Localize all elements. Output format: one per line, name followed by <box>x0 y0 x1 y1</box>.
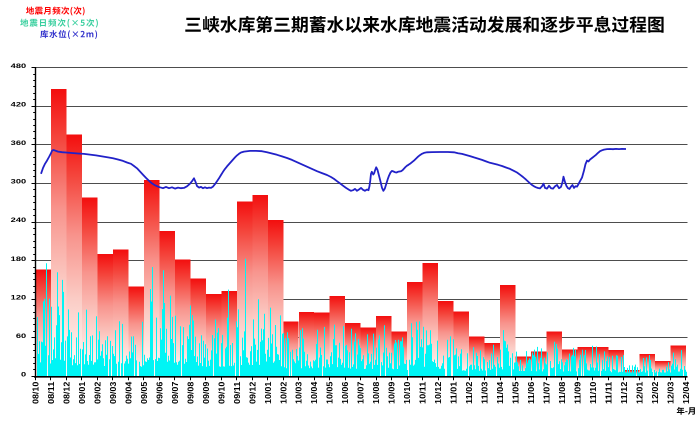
svg-text:09/01: 09/01 <box>78 381 87 404</box>
svg-text:120: 120 <box>11 294 27 301</box>
svg-text:10/04: 10/04 <box>310 381 319 404</box>
svg-text:11/06: 11/06 <box>527 381 536 404</box>
svg-text:10/10: 10/10 <box>403 381 412 404</box>
svg-text:360: 360 <box>11 140 27 147</box>
svg-text:09/07: 09/07 <box>171 381 180 404</box>
svg-text:09/05: 09/05 <box>140 381 149 404</box>
svg-text:09/06: 09/06 <box>155 381 164 404</box>
svg-text:10/11: 10/11 <box>419 381 428 404</box>
svg-text:11/09: 11/09 <box>574 381 583 404</box>
svg-text:11/07: 11/07 <box>543 381 552 404</box>
svg-text:11/10: 11/10 <box>589 381 598 404</box>
svg-text:11/05: 11/05 <box>512 381 521 404</box>
svg-text:10/02: 10/02 <box>279 381 288 404</box>
svg-text:11/08: 11/08 <box>558 381 567 404</box>
svg-text:10/06: 10/06 <box>341 381 350 404</box>
svg-text:09/11: 09/11 <box>233 381 242 404</box>
svg-text:420: 420 <box>11 101 27 108</box>
svg-text:12/01: 12/01 <box>635 381 644 404</box>
svg-text:09/08: 09/08 <box>186 381 195 404</box>
svg-text:11/02: 11/02 <box>465 381 474 404</box>
svg-text:10/08: 10/08 <box>372 381 381 404</box>
svg-text:10/05: 10/05 <box>326 381 335 404</box>
svg-text:480: 480 <box>11 63 27 70</box>
svg-text:09/02: 09/02 <box>93 381 102 404</box>
svg-text:11/01: 11/01 <box>450 381 459 404</box>
svg-text:10/09: 10/09 <box>388 381 397 404</box>
svg-text:12/03: 12/03 <box>666 381 675 404</box>
svg-text:09/04: 09/04 <box>124 381 133 404</box>
svg-text:0: 0 <box>21 372 26 379</box>
svg-text:11/04: 11/04 <box>496 381 505 404</box>
svg-text:11/03: 11/03 <box>481 381 490 404</box>
svg-text:08/10: 08/10 <box>32 381 41 404</box>
svg-text:08/11: 08/11 <box>47 381 56 404</box>
svg-text:09/12: 09/12 <box>248 381 257 404</box>
svg-text:60: 60 <box>16 333 27 340</box>
svg-text:10/07: 10/07 <box>357 381 366 404</box>
svg-text:10/01: 10/01 <box>264 381 273 404</box>
svg-text:08/12: 08/12 <box>63 381 72 404</box>
svg-text:10/03: 10/03 <box>295 381 304 404</box>
svg-text:300: 300 <box>11 179 27 186</box>
svg-text:180: 180 <box>11 256 27 263</box>
svg-text:09/10: 09/10 <box>217 381 226 404</box>
svg-text:09/03: 09/03 <box>109 381 118 404</box>
svg-text:240: 240 <box>11 217 27 224</box>
svg-text:12/04: 12/04 <box>682 381 691 404</box>
svg-text:11/12: 11/12 <box>620 381 629 404</box>
svg-text:11/11: 11/11 <box>604 381 613 404</box>
svg-text:12/02: 12/02 <box>651 381 660 404</box>
svg-text:10/12: 10/12 <box>434 381 443 404</box>
svg-text:09/09: 09/09 <box>202 381 211 404</box>
